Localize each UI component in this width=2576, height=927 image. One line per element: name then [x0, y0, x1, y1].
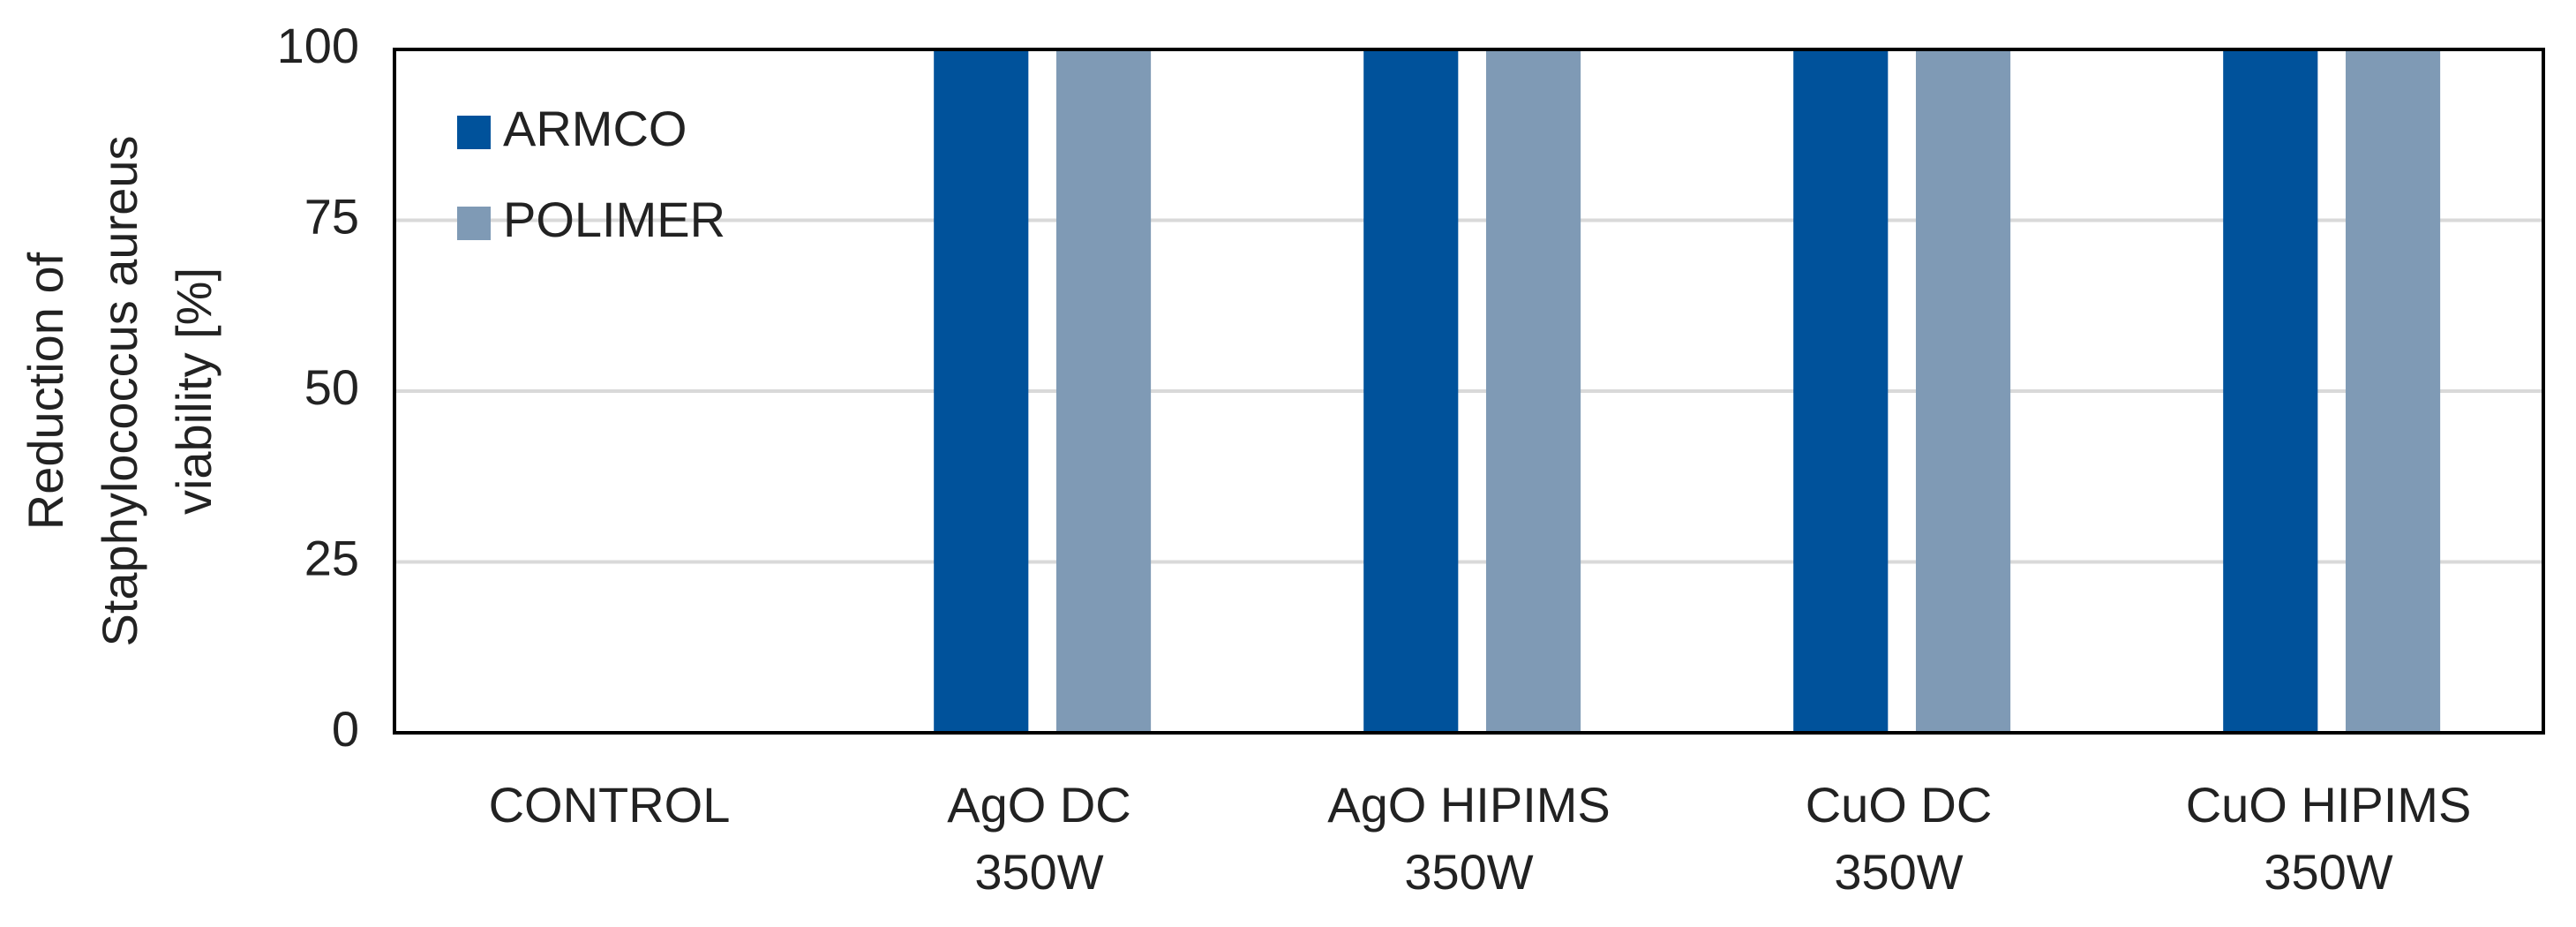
legend-label: ARMCO: [503, 101, 687, 156]
y-tick-label: 75: [304, 188, 359, 244]
bar: [1485, 49, 1581, 733]
x-tick-label: CuO DC: [1806, 777, 1993, 833]
x-tick-label: 350W: [974, 844, 1103, 900]
x-tick-label: CuO HIPIMS: [2186, 777, 2472, 833]
bar: [2223, 49, 2318, 733]
bar: [1363, 49, 1459, 733]
bar: [1055, 49, 1152, 733]
y-tick-label: 50: [304, 359, 359, 415]
legend-label: POLIMER: [503, 192, 725, 247]
y-tick-label: 0: [332, 701, 359, 757]
x-tick-label: 350W: [2264, 844, 2392, 900]
y-axis-label: viability [%]: [166, 268, 222, 515]
bar: [1793, 49, 1889, 733]
y-axis-label: Staphylococcus aureus: [92, 135, 147, 646]
x-tick-label: AgO DC: [947, 777, 1131, 833]
bar: [934, 49, 1029, 733]
x-tick-label: CONTROL: [489, 777, 731, 833]
y-tick-label: 25: [304, 530, 359, 585]
plot-border: [393, 48, 2545, 735]
legend-swatch: [457, 207, 491, 240]
x-tick-label: AgO HIPIMS: [1327, 777, 1611, 833]
bar: [1915, 49, 2011, 733]
bar: [2345, 49, 2441, 733]
legend-swatch: [457, 116, 491, 149]
x-tick-label: 350W: [1404, 844, 1533, 900]
x-tick-label: 350W: [1834, 844, 1963, 900]
y-tick-label: 100: [277, 18, 359, 73]
y-axis-label: Reduction of: [18, 252, 73, 530]
